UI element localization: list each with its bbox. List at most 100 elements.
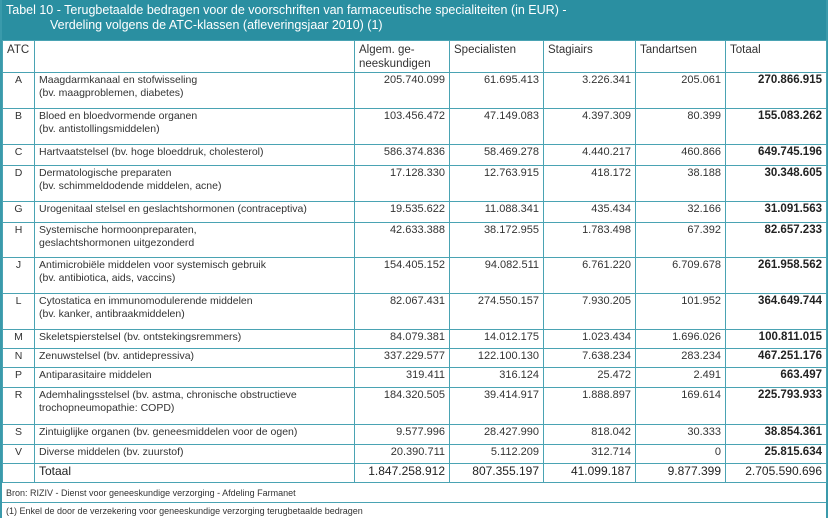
value-cell: 649.745.196 <box>725 144 827 166</box>
value-cell: 1.696.026 <box>635 329 726 349</box>
source-note: Bron: RIZIV - Dienst voor geneeskundige … <box>2 483 826 503</box>
value-cell: 25.472 <box>543 367 636 388</box>
table-row: D Dermatologische preparaten (bv. schimmel… <box>2 165 827 202</box>
description-main: Dermatologische preparaten <box>39 167 172 179</box>
value-cell: 9.577.996 <box>354 424 450 445</box>
value-cell: 205.061 <box>635 72 726 109</box>
atc-description: Urogenitaal stelsel en geslachtshormonen… <box>34 201 355 223</box>
value-cell: 261.958.562 <box>725 257 827 294</box>
col-atc: ATC <box>2 40 35 73</box>
atc-code: H <box>2 222 35 258</box>
value-cell: 28.427.990 <box>449 424 544 445</box>
description-example: trochopneumopathie: COPD) <box>39 401 175 414</box>
value-cell: 67.392 <box>635 222 726 258</box>
value-cell: 20.390.711 <box>354 444 450 464</box>
value-cell: 6.709.678 <box>635 257 726 294</box>
value-cell: 435.434 <box>543 201 636 223</box>
value-cell: 103.456.472 <box>354 108 450 145</box>
value-cell: 7.638.234 <box>543 348 636 368</box>
atc-description: Skeletspierstelsel (bv. ontstekingsremme… <box>34 329 355 349</box>
atc-code: S <box>2 424 35 445</box>
empty-cell <box>2 463 35 483</box>
description-main: Zenuwstelsel (bv. antidepressiva) <box>39 350 195 362</box>
value-cell: 30.348.605 <box>725 165 827 202</box>
value-cell: 122.100.130 <box>449 348 544 368</box>
value-cell: 1.783.498 <box>543 222 636 258</box>
value-cell: 47.149.083 <box>449 108 544 145</box>
value-cell: 274.550.157 <box>449 293 544 330</box>
value-cell: 319.411 <box>354 367 450 388</box>
description-main: Zintuiglijke organen (bv. geneesmiddelen… <box>39 426 298 438</box>
value-cell: 154.405.152 <box>354 257 450 294</box>
description-main: Systemische hormoonpreparaten, <box>39 224 197 236</box>
value-cell: 283.234 <box>635 348 726 368</box>
atc-description: Zintuiglijke organen (bv. geneesmiddelen… <box>34 424 355 445</box>
table-row: R Ademhalingsstelsel (bv. astma, chronisc… <box>2 387 827 425</box>
atc-table: ATC Algem. ge-neeskundigen Specialisten … <box>2 40 827 483</box>
description-example: (bv. maagproblemen, diabetes) <box>39 86 184 99</box>
value-cell: 663.497 <box>725 367 827 388</box>
description-main: Cytostatica en immunomodulerende middele… <box>39 295 253 307</box>
value-cell: 2.491 <box>635 367 726 388</box>
col-specialisten: Specialisten <box>449 40 544 73</box>
table-row: V Diverse middelen (bv. zuurstof) 20.390.7… <box>2 444 827 464</box>
table-row: L Cytostatica en immunomodulerende middel… <box>2 293 827 330</box>
value-cell: 82.657.233 <box>725 222 827 258</box>
title-line-1: Tabel 10 - Terugbetaalde bedragen voor d… <box>6 3 567 17</box>
value-cell: 6.761.220 <box>543 257 636 294</box>
total-value: 41.099.187 <box>543 463 636 483</box>
value-cell: 84.079.381 <box>354 329 450 349</box>
col-algem: Algem. ge-neeskundigen <box>354 40 450 73</box>
atc-code: C <box>2 144 35 166</box>
value-cell: 225.793.933 <box>725 387 827 425</box>
total-value: 807.355.197 <box>449 463 544 483</box>
atc-code: R <box>2 387 35 425</box>
atc-description: Antiparasitaire middelen <box>34 367 355 388</box>
value-cell: 312.714 <box>543 444 636 464</box>
description-main: Hartvaatstelsel (bv. hoge bloeddruk, cho… <box>39 146 264 158</box>
value-cell: 80.399 <box>635 108 726 145</box>
col-tandartsen: Tandartsen <box>635 40 726 73</box>
value-cell: 32.166 <box>635 201 726 223</box>
value-cell: 0 <box>635 444 726 464</box>
atc-code: G <box>2 201 35 223</box>
description-main: Urogenitaal stelsel en geslachtshormonen… <box>39 203 307 215</box>
description-main: Diverse middelen (bv. zuurstof) <box>39 446 184 458</box>
table-row: H Systemische hormoonpreparaten, geslachts… <box>2 222 827 258</box>
atc-description: Systemische hormoonpreparaten, geslachtsh… <box>34 222 355 258</box>
value-cell: 11.088.341 <box>449 201 544 223</box>
value-cell: 38.172.955 <box>449 222 544 258</box>
atc-description: Diverse middelen (bv. zuurstof) <box>34 444 355 464</box>
value-cell: 5.112.209 <box>449 444 544 464</box>
title-line-2: Verdeling volgens de ATC-klassen (afleve… <box>50 18 383 32</box>
atc-code: L <box>2 293 35 330</box>
description-example: (bv. kanker, antibraakmiddelen) <box>39 307 185 320</box>
value-cell: 19.535.622 <box>354 201 450 223</box>
description-main: Antimicrobiële middelen voor systemisch … <box>39 259 267 271</box>
value-cell: 17.128.330 <box>354 165 450 202</box>
table-row: B Bloed en bloedvormende organen (bv. anti… <box>2 108 827 145</box>
value-cell: 94.082.511 <box>449 257 544 294</box>
col-totaal: Totaal <box>725 40 827 73</box>
atc-description: Cytostatica en immunomodulerende middele… <box>34 293 355 330</box>
atc-code: N <box>2 348 35 368</box>
atc-description: Zenuwstelsel (bv. antidepressiva) <box>34 348 355 368</box>
description-main: Bloed en bloedvormende organen <box>39 110 198 122</box>
atc-code: M <box>2 329 35 349</box>
table-row: C Hartvaatstelsel (bv. hoge bloeddruk, ch… <box>2 144 827 166</box>
description-main: Maagdarmkanaal en stofwisseling <box>39 74 198 86</box>
value-cell: 586.374.836 <box>354 144 450 166</box>
description-example: geslachtshormonen uitgezonderd <box>39 236 195 249</box>
description-example: (bv. antistollingsmiddelen) <box>39 122 160 135</box>
atc-description: Bloed en bloedvormende organen (bv. antis… <box>34 108 355 145</box>
atc-code: P <box>2 367 35 388</box>
value-cell: 337.229.577 <box>354 348 450 368</box>
table-row: P Antiparasitaire middelen 319.411 316.124 2… <box>2 367 827 388</box>
atc-code: D <box>2 165 35 202</box>
value-cell: 1.023.434 <box>543 329 636 349</box>
description-example: (bv. schimmeldodende middelen, acne) <box>39 179 222 192</box>
value-cell: 61.695.413 <box>449 72 544 109</box>
value-cell: 14.012.175 <box>449 329 544 349</box>
description-example: (bv. antibiotica, aids, vaccins) <box>39 271 176 284</box>
